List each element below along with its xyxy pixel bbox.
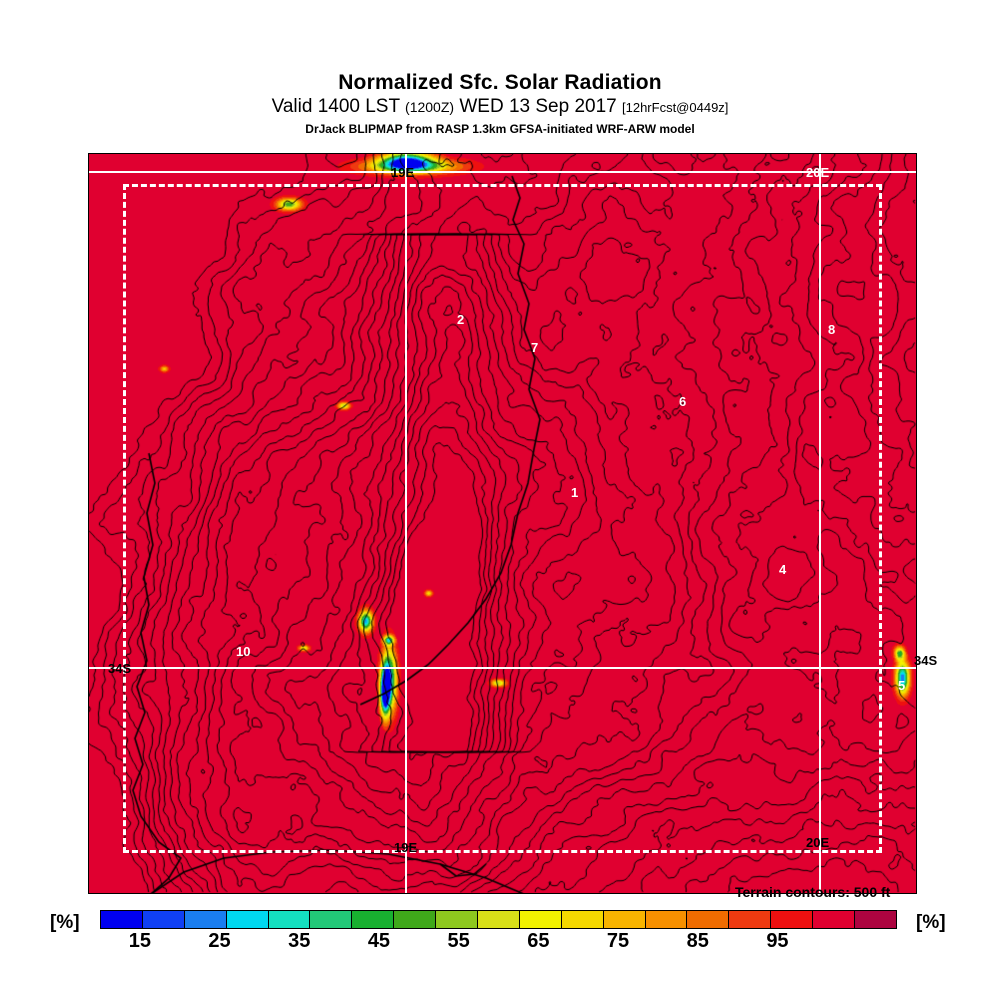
colorbar-segment-11 xyxy=(561,911,604,928)
graticule-label-34S-5: 34S xyxy=(914,653,938,668)
colorbar-segment-17 xyxy=(813,911,856,928)
terrain-contour-note: Terrain contours: 500 ft xyxy=(735,884,891,900)
graticule-label-20E-1: 20E xyxy=(806,165,830,180)
colorbar-tick-85: 85 xyxy=(686,930,709,952)
colorbar-segment-13 xyxy=(645,911,688,928)
colorbar-segment-3 xyxy=(226,911,269,928)
colorbar-segment-18 xyxy=(855,911,896,928)
forecast-tag: [12hrFcst@0449z] xyxy=(622,100,729,115)
page-title: Normalized Sfc. Solar Radiation xyxy=(338,71,662,94)
graticule-label-19E-2: 19E xyxy=(394,840,418,855)
graticule-line-20E xyxy=(819,154,821,893)
colorbar-segment-12 xyxy=(603,911,646,928)
graticule-line-19E xyxy=(405,154,407,893)
colorbar-tick-55: 55 xyxy=(447,930,470,952)
colorbar-segment-5 xyxy=(310,911,353,928)
site-label-7: 7 xyxy=(531,340,539,355)
site-label-6: 6 xyxy=(679,394,687,409)
model-attribution: DrJack BLIPMAP from RASP 1.3km GFSA-init… xyxy=(305,122,695,136)
colorbar-tick-75: 75 xyxy=(606,930,630,952)
colorbar-segment-1 xyxy=(142,911,185,928)
site-label-8: 8 xyxy=(828,322,836,337)
valid-time-line: Valid 1400 LST (1200Z) WED 13 Sep 2017 [… xyxy=(0,96,1000,119)
colorbar-segment-2 xyxy=(184,911,227,928)
colorbar-segment-10 xyxy=(519,911,562,928)
valid-utc: (1200Z) xyxy=(405,99,455,115)
colorbar-segment-0 xyxy=(101,911,143,928)
forecast-domain-box xyxy=(123,184,882,853)
colorbar-segment-16 xyxy=(771,911,814,928)
colorbar-segment-9 xyxy=(478,911,520,928)
graticule-label-20E-3: 20E xyxy=(806,835,830,850)
colorbar-segment-6 xyxy=(352,911,395,928)
graticule-line-34S xyxy=(89,667,916,669)
site-label-10: 10 xyxy=(236,644,251,659)
solar-radiation-map[interactable] xyxy=(88,153,917,894)
colorbar-segment-4 xyxy=(268,911,311,928)
colorbar-unit-left: [%] xyxy=(50,912,80,933)
site-label-2: 2 xyxy=(457,312,465,327)
colorbar-tick-15: 15 xyxy=(128,930,151,952)
colorbar-segment-8 xyxy=(436,911,479,928)
colorbar-tick-35: 35 xyxy=(288,930,311,952)
map-raster-canvas xyxy=(89,154,916,893)
colorbar-tick-25: 25 xyxy=(208,930,231,952)
graticule-label-19E-0: 19E xyxy=(391,165,415,180)
title-block: Normalized Sfc. Solar Radiation Valid 14… xyxy=(0,0,1000,137)
colorbar-segment-15 xyxy=(729,911,772,928)
colorbar[interactable] xyxy=(100,910,897,929)
colorbar-tick-65: 65 xyxy=(527,930,550,952)
colorbar-segment-7 xyxy=(394,911,437,928)
valid-date: WED 13 Sep 2017 xyxy=(459,96,617,117)
graticule-line-top xyxy=(89,171,916,173)
colorbar-segment-14 xyxy=(687,911,730,928)
colorbar-tick-labels: 15 25 35 45 55 65 75 85 95 xyxy=(100,931,897,955)
colorbar-tick-45: 45 xyxy=(367,930,391,952)
graticule-label-34S-4: 34S xyxy=(108,661,132,676)
colorbar-tick-95: 95 xyxy=(766,930,789,952)
site-label-4: 4 xyxy=(779,562,787,577)
colorbar-unit-right: [%] xyxy=(916,912,946,933)
site-label-5: 5 xyxy=(898,678,906,693)
site-label-1: 1 xyxy=(571,485,579,500)
valid-prefix: Valid 1400 LST xyxy=(271,96,400,117)
